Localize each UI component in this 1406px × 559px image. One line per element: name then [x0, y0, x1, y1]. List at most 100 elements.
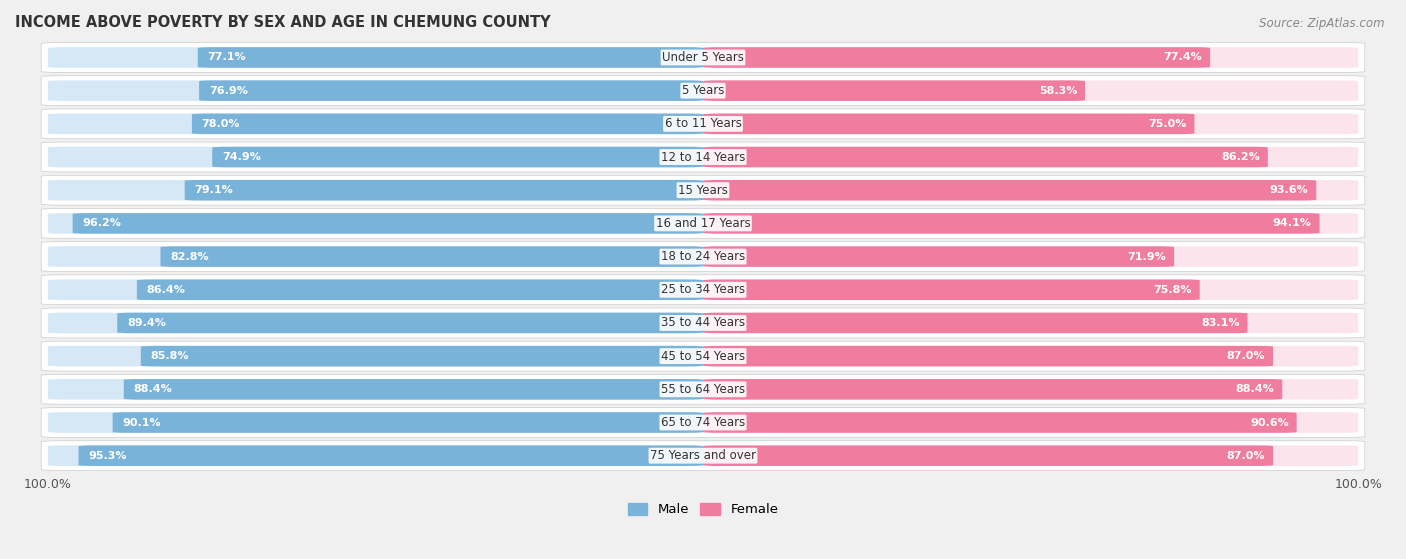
FancyBboxPatch shape [703, 346, 1272, 366]
Text: 87.0%: 87.0% [1226, 351, 1265, 361]
FancyBboxPatch shape [703, 47, 1211, 68]
FancyBboxPatch shape [48, 280, 703, 300]
FancyBboxPatch shape [141, 346, 703, 366]
FancyBboxPatch shape [48, 213, 703, 234]
FancyBboxPatch shape [41, 109, 1365, 139]
FancyBboxPatch shape [703, 113, 1358, 134]
FancyBboxPatch shape [48, 147, 703, 167]
FancyBboxPatch shape [48, 80, 703, 101]
FancyBboxPatch shape [41, 209, 1365, 238]
FancyBboxPatch shape [41, 308, 1365, 338]
FancyBboxPatch shape [112, 412, 703, 433]
Text: 76.9%: 76.9% [209, 86, 247, 96]
Text: 85.8%: 85.8% [150, 351, 190, 361]
FancyBboxPatch shape [41, 176, 1365, 205]
FancyBboxPatch shape [703, 312, 1358, 333]
FancyBboxPatch shape [703, 47, 1358, 68]
Text: 83.1%: 83.1% [1201, 318, 1240, 328]
FancyBboxPatch shape [41, 42, 1365, 73]
Text: 16 and 17 Years: 16 and 17 Years [655, 217, 751, 230]
FancyBboxPatch shape [200, 80, 703, 101]
FancyBboxPatch shape [48, 446, 703, 466]
FancyBboxPatch shape [703, 147, 1268, 167]
FancyBboxPatch shape [703, 247, 1358, 267]
Text: 6 to 11 Years: 6 to 11 Years [665, 117, 741, 130]
Text: 93.6%: 93.6% [1270, 185, 1309, 195]
Text: 77.1%: 77.1% [208, 53, 246, 63]
FancyBboxPatch shape [703, 180, 1358, 201]
FancyBboxPatch shape [703, 346, 1358, 366]
FancyBboxPatch shape [703, 280, 1199, 300]
FancyBboxPatch shape [73, 213, 703, 234]
FancyBboxPatch shape [191, 113, 703, 134]
Text: 12 to 14 Years: 12 to 14 Years [661, 150, 745, 164]
FancyBboxPatch shape [703, 312, 1247, 333]
FancyBboxPatch shape [703, 213, 1320, 234]
Text: 65 to 74 Years: 65 to 74 Years [661, 416, 745, 429]
Text: 82.8%: 82.8% [170, 252, 209, 262]
Text: 89.4%: 89.4% [127, 318, 166, 328]
Text: 88.4%: 88.4% [134, 385, 173, 394]
FancyBboxPatch shape [160, 247, 703, 267]
FancyBboxPatch shape [703, 412, 1296, 433]
Text: 55 to 64 Years: 55 to 64 Years [661, 383, 745, 396]
Text: Under 5 Years: Under 5 Years [662, 51, 744, 64]
Text: 75.0%: 75.0% [1149, 119, 1187, 129]
Text: 35 to 44 Years: 35 to 44 Years [661, 316, 745, 329]
FancyBboxPatch shape [212, 147, 703, 167]
FancyBboxPatch shape [41, 275, 1365, 305]
Text: 90.1%: 90.1% [122, 418, 162, 428]
Text: 87.0%: 87.0% [1226, 451, 1265, 461]
FancyBboxPatch shape [703, 446, 1358, 466]
FancyBboxPatch shape [703, 80, 1358, 101]
Text: 25 to 34 Years: 25 to 34 Years [661, 283, 745, 296]
Text: 90.6%: 90.6% [1250, 418, 1289, 428]
FancyBboxPatch shape [703, 412, 1358, 433]
FancyBboxPatch shape [703, 213, 1358, 234]
FancyBboxPatch shape [48, 312, 703, 333]
FancyBboxPatch shape [136, 280, 703, 300]
FancyBboxPatch shape [41, 408, 1365, 438]
Text: 86.4%: 86.4% [146, 285, 186, 295]
FancyBboxPatch shape [703, 113, 1195, 134]
FancyBboxPatch shape [41, 375, 1365, 404]
FancyBboxPatch shape [703, 446, 1272, 466]
FancyBboxPatch shape [703, 247, 1174, 267]
FancyBboxPatch shape [41, 241, 1365, 272]
Legend: Male, Female: Male, Female [623, 498, 783, 522]
FancyBboxPatch shape [48, 379, 703, 400]
Text: 45 to 54 Years: 45 to 54 Years [661, 349, 745, 363]
FancyBboxPatch shape [48, 412, 703, 433]
Text: INCOME ABOVE POVERTY BY SEX AND AGE IN CHEMUNG COUNTY: INCOME ABOVE POVERTY BY SEX AND AGE IN C… [15, 15, 551, 30]
Text: 96.2%: 96.2% [83, 219, 121, 229]
FancyBboxPatch shape [48, 180, 703, 201]
FancyBboxPatch shape [117, 312, 703, 333]
FancyBboxPatch shape [48, 113, 703, 134]
Text: 5 Years: 5 Years [682, 84, 724, 97]
FancyBboxPatch shape [41, 142, 1365, 172]
Text: 15 Years: 15 Years [678, 184, 728, 197]
FancyBboxPatch shape [703, 180, 1316, 201]
FancyBboxPatch shape [124, 379, 703, 400]
FancyBboxPatch shape [41, 440, 1365, 471]
Text: 18 to 24 Years: 18 to 24 Years [661, 250, 745, 263]
FancyBboxPatch shape [184, 180, 703, 201]
Text: 86.2%: 86.2% [1222, 152, 1260, 162]
FancyBboxPatch shape [79, 446, 703, 466]
Text: 78.0%: 78.0% [201, 119, 240, 129]
Text: 88.4%: 88.4% [1236, 385, 1274, 394]
Text: 75 Years and over: 75 Years and over [650, 449, 756, 462]
FancyBboxPatch shape [48, 346, 703, 366]
Text: 74.9%: 74.9% [222, 152, 262, 162]
Text: 77.4%: 77.4% [1164, 53, 1202, 63]
FancyBboxPatch shape [703, 379, 1358, 400]
FancyBboxPatch shape [48, 47, 703, 68]
FancyBboxPatch shape [703, 147, 1358, 167]
FancyBboxPatch shape [703, 379, 1282, 400]
Text: 75.8%: 75.8% [1153, 285, 1192, 295]
FancyBboxPatch shape [703, 80, 1085, 101]
FancyBboxPatch shape [703, 280, 1358, 300]
Text: Source: ZipAtlas.com: Source: ZipAtlas.com [1260, 17, 1385, 30]
FancyBboxPatch shape [48, 247, 703, 267]
FancyBboxPatch shape [41, 341, 1365, 371]
